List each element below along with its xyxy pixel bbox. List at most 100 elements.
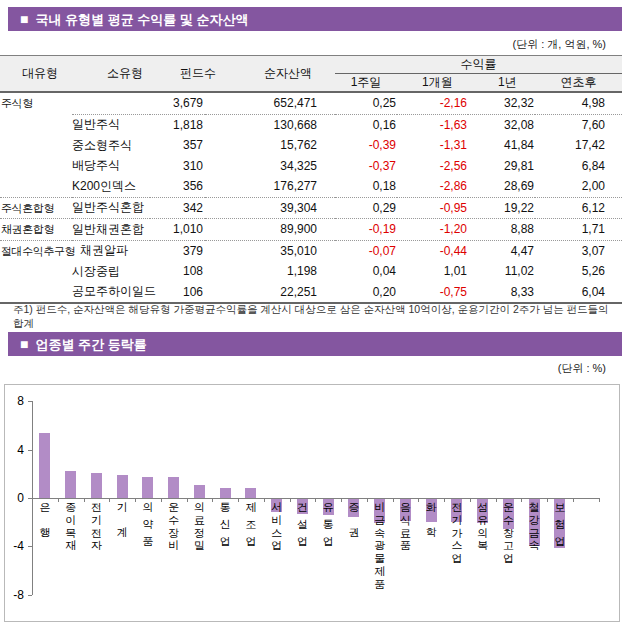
- section1-unit-note: (단위 : 개, 억원, %): [513, 37, 607, 52]
- x-axis-tick: [393, 498, 394, 502]
- y-axis-label: 8: [5, 393, 24, 409]
- category-cell: 채권혼합형: [0, 219, 72, 241]
- x-axis-tick: [521, 498, 522, 502]
- nav-cell: 89,900: [205, 219, 335, 241]
- category-label: 전기전자: [89, 502, 103, 553]
- return-1w-cell: 0,18: [335, 176, 397, 197]
- category-label: 음식료품: [398, 502, 412, 553]
- nav-cell: 130,668: [205, 114, 335, 135]
- category-label: 보험업: [553, 502, 567, 553]
- x-axis-tick: [264, 498, 265, 502]
- category-label: 철강금속: [527, 502, 541, 553]
- return-ytd-cell: 1,71: [535, 219, 622, 241]
- x-axis-tick: [573, 498, 574, 502]
- page: ■국내 유형별 평균 수익률 및 순자산액 (단위 : 개, 억원, %) 대유…: [0, 0, 622, 631]
- return-1w-cell: -0,19: [335, 219, 397, 241]
- return-ytd-cell: 3,07: [535, 240, 622, 261]
- fund-count-cell: 1,010: [150, 219, 205, 241]
- category-label: 유통업: [321, 502, 335, 553]
- return-1m-cell: -1,63: [397, 114, 468, 135]
- col-header-nav: 순자산액: [205, 56, 335, 93]
- return-1w-cell: 0,25: [335, 92, 397, 114]
- table-row: 일반주식1,818130,6680,16-1,6332,087,60: [0, 114, 622, 135]
- table-row: 채권혼합형일반채권혼합1,01089,900-0,19-1,208,881,71: [0, 219, 622, 241]
- category-label: 전기가스업: [450, 502, 464, 566]
- category-label: 기계: [115, 502, 129, 552]
- return-1y-cell: 32,08: [468, 114, 535, 135]
- col-header-1w: 1주일: [335, 74, 397, 93]
- category-label: 비금속광물제품: [373, 502, 387, 592]
- category-label: 건설업: [295, 502, 309, 553]
- category-label: 화학: [424, 502, 438, 552]
- x-axis-tick: [187, 498, 188, 502]
- table-row: 중소형주식35715,762-0,39-1,3141,8417,42: [0, 135, 622, 156]
- subcategory-cell: 공모주하이일드: [72, 282, 150, 304]
- return-ytd-cell: 2,00: [535, 176, 622, 197]
- y-axis-label: -4: [5, 538, 24, 554]
- x-axis-tick: [547, 498, 548, 502]
- col-header-ytd: 연초후: [535, 74, 622, 93]
- table-row: 절대수익추구형채권알파37935,010-0,07-0,444,473,07: [0, 240, 622, 261]
- x-axis-tick: [444, 498, 445, 502]
- return-1y-cell: 11,02: [468, 261, 535, 282]
- col-header-fund-count: 펀드수: [150, 56, 205, 93]
- table-row: 주식혼합형일반주식혼합34239,3040,29-0,9519,226,12: [0, 197, 622, 219]
- return-1w-cell: -0,07: [335, 240, 397, 261]
- return-ytd-cell: 17,42: [535, 135, 622, 156]
- nav-cell: 34,325: [205, 156, 335, 177]
- y-axis-label: -8: [5, 587, 24, 603]
- bar: [168, 477, 179, 498]
- category-label: 증권: [347, 502, 361, 552]
- x-axis-tick: [367, 498, 368, 502]
- chart-plot-area: 840-4-8은행종이목재전기전자기계의약품운수장비의료정밀통신업제조업서비스업…: [5, 385, 619, 621]
- category-label: 서비스업: [270, 502, 284, 553]
- section2-unit-note: (단위 : %): [558, 361, 606, 376]
- bar: [142, 477, 153, 498]
- bar: [194, 485, 205, 498]
- return-ytd-cell: 6,12: [535, 197, 622, 219]
- fund-count-cell: 108: [150, 261, 205, 282]
- return-ytd-cell: 5,26: [535, 261, 622, 282]
- subcategory-cell: 일반주식: [72, 114, 150, 135]
- x-axis-tick: [599, 498, 600, 502]
- table-row: 배당주식31034,325-0,37-2,5629,816,84: [0, 156, 622, 177]
- return-1y-cell: 4,47: [468, 240, 535, 261]
- nav-cell: 176,277: [205, 176, 335, 197]
- fund-table: 대유형 소유형 펀드수 순자산액 수익률 1주일1개월1년연초후 주식형3,67…: [0, 55, 622, 304]
- return-1m-cell: -2,86: [397, 176, 468, 197]
- section2-title: 업종별 주간 등락률: [35, 337, 146, 352]
- subcategory-cell: 배당주식: [72, 156, 150, 177]
- col-header-category: 대유형: [0, 56, 72, 93]
- return-1w-cell: 0,29: [335, 197, 397, 219]
- x-axis-tick: [315, 498, 316, 502]
- return-1m-cell: -1,20: [397, 219, 468, 241]
- x-axis-tick: [470, 498, 471, 502]
- return-1y-cell: 32,32: [468, 92, 535, 114]
- return-1w-cell: 0,16: [335, 114, 397, 135]
- return-ytd-cell: 7,60: [535, 114, 622, 135]
- section1-title: 국내 유형별 평균 수익률 및 순자산액: [35, 12, 248, 27]
- x-axis-tick: [418, 498, 419, 502]
- return-1w-cell: 0,20: [335, 282, 397, 304]
- return-1y-cell: 28,69: [468, 176, 535, 197]
- subcategory-cell: K200인덱스: [72, 176, 150, 197]
- nav-cell: 1,198: [205, 261, 335, 282]
- category-label: 종이목재: [64, 502, 78, 553]
- return-1y-cell: 29,81: [468, 156, 535, 177]
- fund-count-cell: 356: [150, 176, 205, 197]
- x-axis-tick: [32, 498, 33, 502]
- return-1m-cell: -1,31: [397, 135, 468, 156]
- return-1w-cell: -0,39: [335, 135, 397, 156]
- category-cell: 주식혼합형: [0, 197, 72, 219]
- return-1m-cell: -0,75: [397, 282, 468, 304]
- return-1w-cell: -0,37: [335, 156, 397, 177]
- nav-cell: 35,010: [205, 240, 335, 261]
- category-label: 제조업: [244, 502, 258, 553]
- section2-title-bar: ■업종별 주간 등락률: [8, 332, 622, 356]
- return-1w-cell: 0,04: [335, 261, 397, 282]
- return-ytd-cell: 6,84: [535, 156, 622, 177]
- fund-count-cell: 357: [150, 135, 205, 156]
- category-label: 은행: [38, 502, 52, 552]
- subcategory-cell: 일반주식혼합: [72, 197, 150, 219]
- x-axis-tick: [290, 498, 291, 502]
